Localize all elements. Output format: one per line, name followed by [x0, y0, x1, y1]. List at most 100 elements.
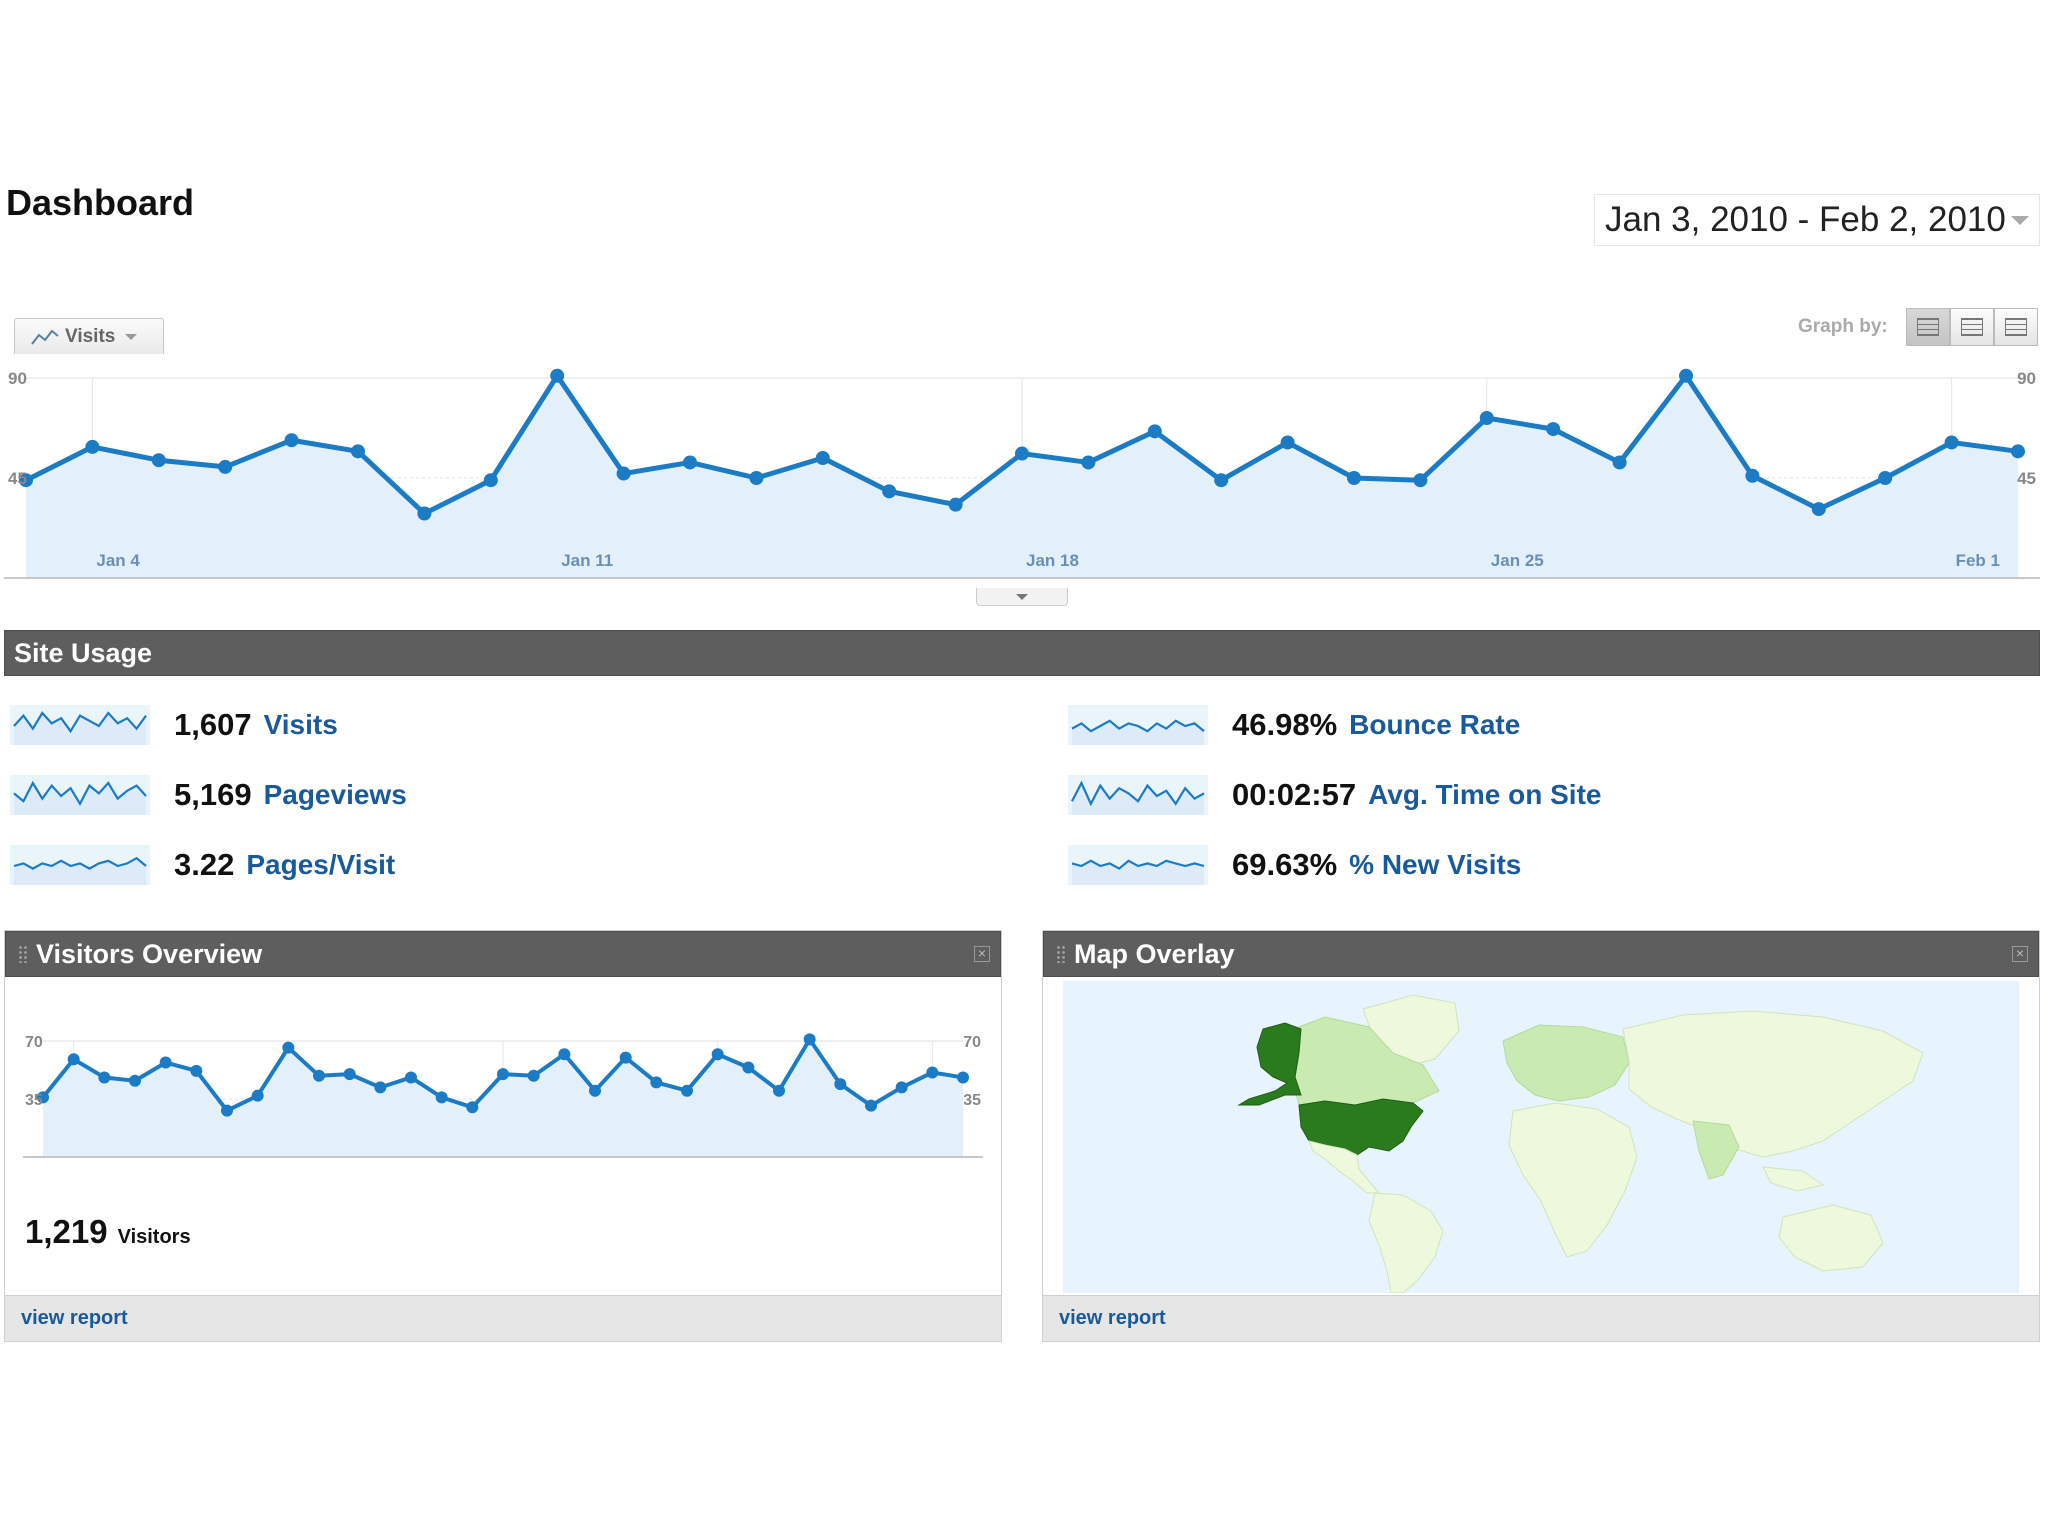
data-point [550, 368, 565, 383]
graph-by-day-button[interactable] [1906, 308, 1950, 346]
sparkline-area [1072, 720, 1204, 745]
data-point [483, 473, 498, 488]
graph-by-month-button[interactable] [1994, 308, 2038, 346]
drag-handle-icon[interactable] [1056, 945, 1066, 963]
drag-handle-icon[interactable] [18, 945, 28, 963]
view-report-link[interactable]: view report [1059, 1307, 1166, 1329]
y-tick-label: 90 [2017, 369, 2036, 388]
data-point [19, 473, 33, 488]
data-point [151, 453, 166, 468]
map-region-australia [1778, 1204, 1884, 1272]
map-overlay-header[interactable]: Map Overlay × [1043, 931, 2039, 977]
y-tick-label: 35 [25, 1092, 43, 1109]
map-overlay-widget: Map Overlay × [1042, 930, 2040, 1342]
data-point [374, 1081, 387, 1094]
data-point [67, 1053, 80, 1066]
metric-tab-label: Visits [65, 325, 116, 347]
metric-link-bounce-rate[interactable]: Bounce Rate [1349, 709, 1521, 740]
metric-value: 00:02:57 [1232, 777, 1357, 812]
data-point [882, 484, 897, 499]
bounce-rate-sparkline [1068, 705, 1208, 745]
date-range-selector[interactable]: Jan 3, 2010 - Feb 2, 2010 [1594, 194, 2040, 246]
data-point [589, 1084, 601, 1097]
x-tick-label: Feb 1 [1956, 551, 2000, 570]
y-tick-label: 35 [963, 1092, 981, 1109]
data-point [1745, 468, 1760, 483]
data-point [948, 497, 963, 512]
map-region-europe [1502, 1024, 1630, 1102]
data-point [251, 1089, 264, 1102]
close-icon[interactable]: × [974, 946, 990, 962]
data-point [815, 451, 830, 465]
data-point [417, 506, 432, 521]
metric-value: 1,607 [174, 707, 252, 742]
page-title: Dashboard [6, 182, 195, 223]
data-point [98, 1071, 111, 1084]
map-region-mexico [1308, 1140, 1381, 1194]
visitors-overview-title: Visitors Overview [36, 938, 263, 969]
sparkline-area [14, 783, 146, 815]
data-point [1081, 455, 1096, 470]
metric-link-new-visits[interactable]: % New Visits [1349, 849, 1522, 880]
sparkline-line [13, 856, 147, 870]
data-point [803, 1033, 816, 1046]
visitors-overview-header[interactable]: Visitors Overview × [5, 931, 1001, 977]
chart-expand-handle[interactable] [976, 588, 1068, 606]
y-tick-label: 45 [8, 469, 27, 488]
visitors-chart[interactable]: 70 70 35 35 [23, 1017, 983, 1177]
graph-by-week-button[interactable] [1950, 308, 1994, 346]
data-point [527, 1069, 540, 1082]
data-point [957, 1071, 969, 1084]
data-point [1612, 455, 1627, 470]
visitors-count: 1,219 Visitors [25, 1213, 191, 1251]
metric-link-pageviews[interactable]: Pageviews [263, 779, 407, 810]
data-point [1280, 435, 1295, 450]
y-tick-label: 70 [25, 1034, 43, 1051]
sparkline-area [14, 858, 146, 885]
map-overlay-footer: view report [1043, 1295, 2039, 1341]
graph-by-label: Graph by: [1798, 316, 1888, 337]
data-point [681, 1084, 693, 1097]
metric-value: 3.22 [174, 847, 235, 882]
data-point [558, 1048, 571, 1061]
view-report-link[interactable]: view report [21, 1307, 128, 1329]
metric-pages-per-visit: 3.22 Pages/Visit [10, 840, 395, 890]
date-range-text: Jan 3, 2010 - Feb 2, 2010 [1605, 200, 2006, 239]
site-usage-header: Site Usage [4, 630, 2040, 676]
sparkline-area [1072, 783, 1204, 815]
sparkline-area [1072, 860, 1204, 885]
map-overlay-title: Map Overlay [1074, 938, 1235, 969]
metric-link-pages-per-visit[interactable]: Pages/Visit [246, 849, 396, 880]
data-point [190, 1064, 203, 1077]
close-icon[interactable]: × [2012, 946, 2028, 962]
map-region-asia [1622, 1010, 1924, 1158]
metric-link-avg-time-on-site[interactable]: Avg. Time on Site [1368, 779, 1602, 810]
line-chart-icon [31, 329, 59, 345]
data-point [683, 455, 697, 470]
x-tick-label: Jan 11 [561, 551, 613, 570]
metric-value: 46.98% [1232, 707, 1338, 742]
metric-value: 5,169 [174, 777, 252, 812]
data-point [926, 1066, 939, 1079]
data-point [1347, 471, 1361, 485]
visitors-count-label: Visitors [117, 1226, 191, 1248]
visits-chart[interactable]: 90 90 45 45 Jan 4 Jan 11 Jan 18 Jan 25 Feb 1 [4, 352, 2040, 588]
world-map[interactable] [1063, 981, 2019, 1293]
metric-pageviews: 5,169 Pageviews [10, 770, 407, 820]
metric-value: 69.63% [1232, 847, 1338, 882]
metric-link-visits[interactable]: Visits [263, 709, 338, 740]
data-point [742, 1061, 755, 1074]
data-point [1214, 473, 1229, 488]
data-point [284, 433, 299, 448]
data-point [405, 1071, 417, 1084]
new-visits-sparkline [1068, 845, 1208, 885]
data-point [619, 1051, 632, 1064]
map-region-southeast-asia [1762, 1166, 1825, 1192]
data-point [1413, 473, 1428, 488]
map-region-africa [1508, 1102, 1638, 1258]
metric-selector-tab[interactable]: Visits [14, 318, 164, 354]
data-point [616, 466, 631, 481]
chevron-down-icon[interactable] [2011, 215, 2029, 225]
data-point [865, 1099, 877, 1112]
data-point [1944, 435, 1959, 450]
